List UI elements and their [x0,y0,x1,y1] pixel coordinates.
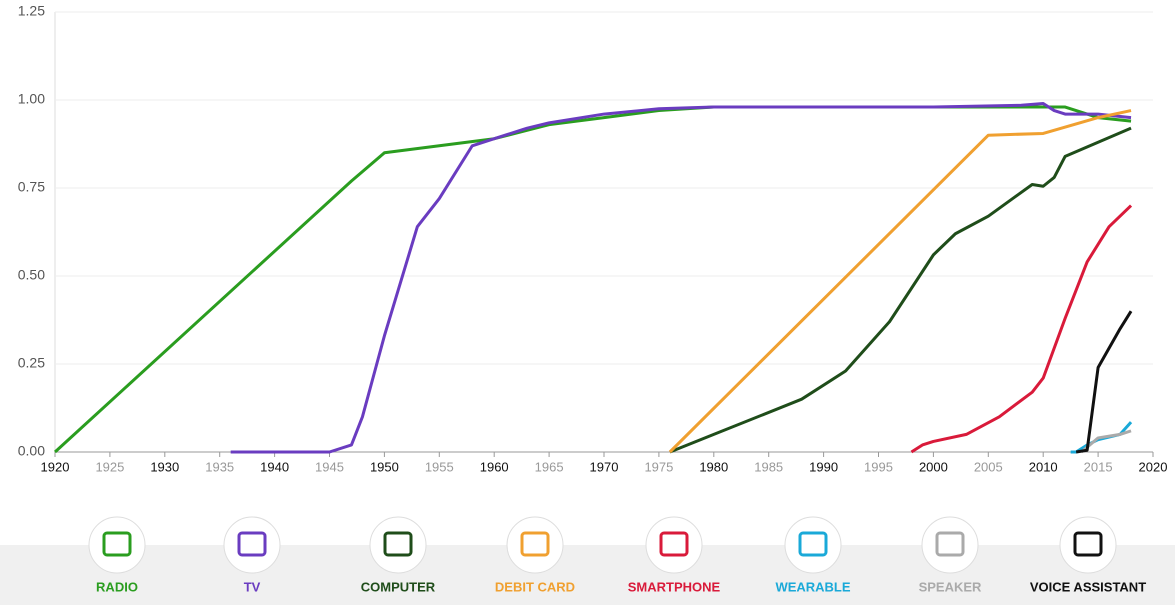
x-tick-label: 1980 [699,459,728,474]
x-tick-label: 1950 [370,459,399,474]
series-line [53,105,1132,454]
x-tick-label: 1920 [41,459,70,474]
x-tick-label: 2010 [1029,459,1058,474]
legend-icon [237,531,267,557]
x-tick-label: 1975 [644,459,673,474]
series-line [1080,429,1132,454]
x-tick-label: 1990 [809,459,838,474]
legend-icon-circle [223,516,281,574]
legend-label: WEARABLE [775,579,850,594]
legend-label: RADIO [96,579,138,594]
x-tick-label: 2020 [1139,459,1168,474]
y-tick-label: 0.50 [18,267,45,283]
legend-icon-circle [369,516,427,574]
series-line [1075,310,1133,454]
x-tick-label: 1925 [95,459,124,474]
series-line [910,204,1133,454]
legend-icon [383,531,413,557]
legend-icon-circle [784,516,842,574]
legend-icon-circle [1059,516,1117,574]
legend-icon [520,531,550,557]
y-tick-label: 1.25 [18,3,45,19]
x-tick-label: 1935 [205,459,234,474]
y-tick-label: 0.25 [18,355,45,371]
x-tick-label: 2005 [974,459,1003,474]
x-tick-label: 1930 [150,459,179,474]
legend-label: TV [244,579,261,594]
legend-label: SMARTPHONE [628,579,721,594]
legend-icon-circle [506,516,564,574]
legend-icon [102,531,132,557]
y-tick-label: 1.00 [18,91,45,107]
x-tick-label: 1965 [535,459,564,474]
legend-label: DEBIT CARD [495,579,575,594]
legend-icon [935,531,965,557]
legend-icon-circle [645,516,703,574]
series-line [668,109,1132,454]
series-line [669,126,1132,454]
series-line [230,102,1132,454]
x-tick-label: 1970 [590,459,619,474]
x-tick-label: 2015 [1084,459,1113,474]
x-tick-label: 1940 [260,459,289,474]
legend-label: VOICE ASSISTANT [1030,579,1146,594]
x-tick-label: 1985 [754,459,783,474]
legend-label: SPEAKER [919,579,982,594]
legend-label: COMPUTER [361,579,436,594]
legend-icon-circle [921,516,979,574]
legend-band [0,545,1175,605]
x-tick-label: 1955 [425,459,454,474]
legend-icon [798,531,828,557]
legend-icon [659,531,689,557]
x-tick-label: 1960 [480,459,509,474]
y-tick-label: 0.75 [18,179,45,195]
x-tick-label: 1995 [864,459,893,474]
y-tick-label: 0.00 [18,443,45,459]
legend-icon-circle [88,516,146,574]
legend-icon [1073,531,1103,557]
x-tick-label: 2000 [919,459,948,474]
x-tick-label: 1945 [315,459,344,474]
